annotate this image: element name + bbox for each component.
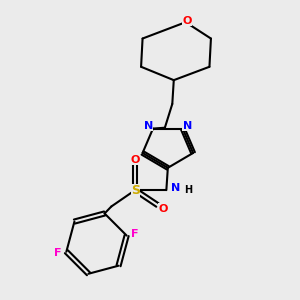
Text: O: O — [130, 154, 140, 164]
Text: S: S — [130, 184, 140, 196]
Text: N: N — [171, 183, 181, 193]
Text: F: F — [131, 229, 139, 239]
Text: H: H — [184, 184, 192, 194]
Text: O: O — [158, 204, 167, 214]
Text: O: O — [182, 16, 192, 26]
Text: N: N — [144, 121, 153, 131]
Text: N: N — [182, 121, 192, 131]
Text: F: F — [54, 248, 62, 258]
